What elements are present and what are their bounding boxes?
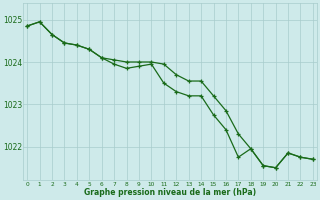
X-axis label: Graphe pression niveau de la mer (hPa): Graphe pression niveau de la mer (hPa)	[84, 188, 256, 197]
